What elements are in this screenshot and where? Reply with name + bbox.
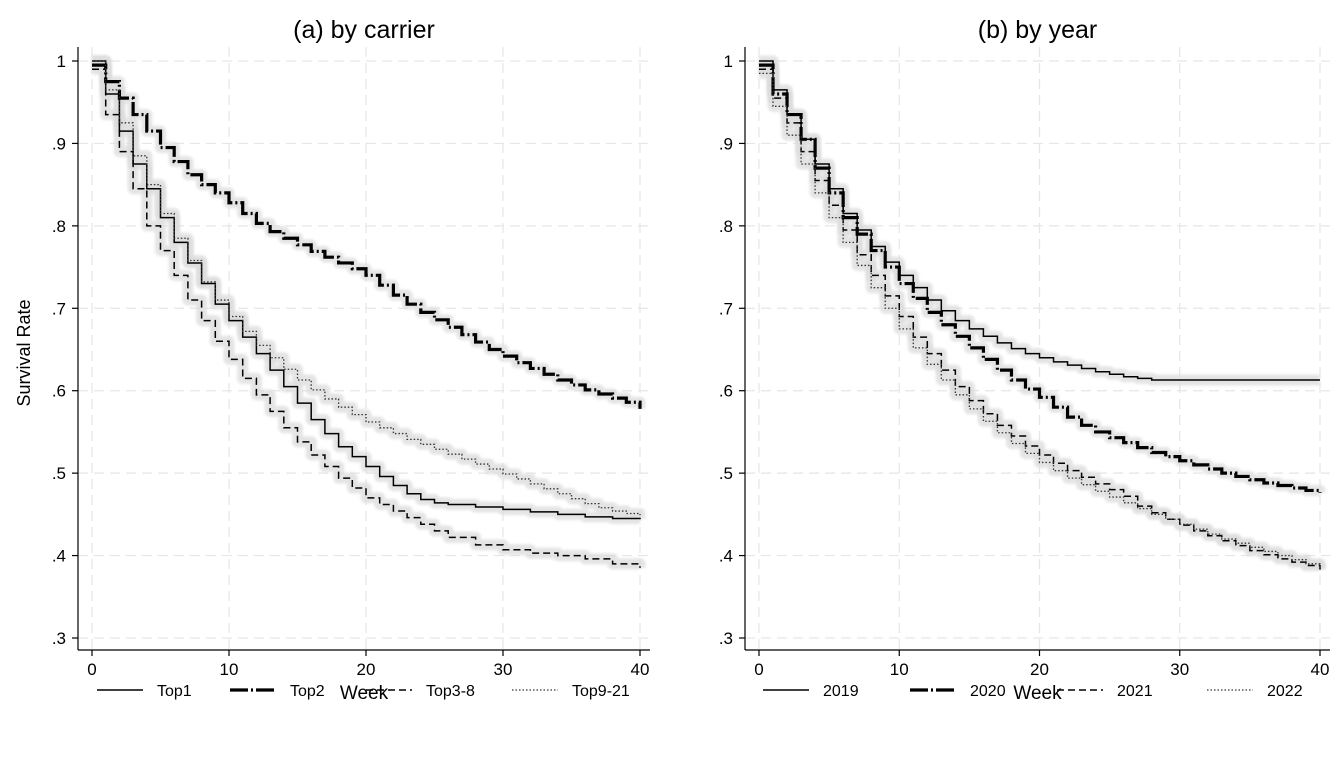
legend-label: Top2 (290, 683, 325, 700)
y-tick-label: 1 (724, 52, 733, 71)
y-tick-label: .3 (719, 629, 733, 648)
chart-title: (b) by year (978, 16, 1097, 44)
x-tick-label: 10 (890, 660, 909, 679)
series-line-top2 (92, 63, 642, 409)
series-line-2020 (759, 63, 1322, 493)
series-line-top3-8 (92, 68, 641, 568)
legend-label: Top9-21 (572, 683, 630, 700)
y-tick-label: .6 (719, 382, 733, 401)
x-tick-label: 40 (631, 660, 650, 679)
series-line-top9-21 (92, 60, 641, 516)
x-axis-label: Week (340, 683, 389, 704)
legend-label: 2020 (970, 683, 1006, 700)
y-tick-label: .7 (719, 299, 733, 318)
series-line-2019 (759, 60, 1320, 381)
x-tick-label: 10 (220, 660, 239, 679)
series-line-2022 (759, 72, 1321, 569)
y-tick-label: .6 (52, 382, 66, 401)
x-tick-label: 20 (357, 660, 376, 679)
legend-label: 2022 (1267, 683, 1303, 700)
y-tick-label: 1 (57, 52, 66, 71)
panel-by-year: (b) by year 0 10 20 30 40 .3 .4 .5 .6 .7 .8 .9 1 Week 2… (719, 16, 1330, 704)
legend-label: 2019 (823, 683, 859, 700)
x-tick-label: 20 (1030, 660, 1049, 679)
x-tick-label: 40 (1311, 660, 1330, 679)
x-tick-label: 30 (1170, 660, 1189, 679)
y-tick-label: .9 (52, 134, 66, 153)
y-tick-label: .3 (52, 629, 66, 648)
y-tick-label: .9 (719, 134, 733, 153)
x-tick-label: 0 (87, 660, 96, 679)
y-tick-label: .4 (719, 547, 733, 566)
legend-label: 2021 (1117, 683, 1153, 700)
x-tick-label: 30 (494, 660, 513, 679)
x-axis-label: Week (1013, 683, 1062, 704)
y-axis-label: Survival Rate (14, 299, 34, 406)
x-tick-label: 0 (754, 660, 763, 679)
chart-title: (a) by carrier (293, 16, 435, 44)
y-tick-label: .5 (719, 464, 733, 483)
y-tick-label: .7 (52, 299, 66, 318)
legend-label: Top3-8 (426, 683, 475, 700)
y-tick-label: .5 (52, 464, 66, 483)
legend-label: Top1 (157, 683, 192, 700)
y-tick-label: .8 (52, 217, 66, 236)
panel-by-carrier: (a) by carrier 0 10 20 30 40 .3 .4 .5 .6 .7 .8 .9 1 We… (52, 16, 650, 704)
y-tick-label: .8 (719, 217, 733, 236)
y-tick-label: .4 (52, 547, 66, 566)
